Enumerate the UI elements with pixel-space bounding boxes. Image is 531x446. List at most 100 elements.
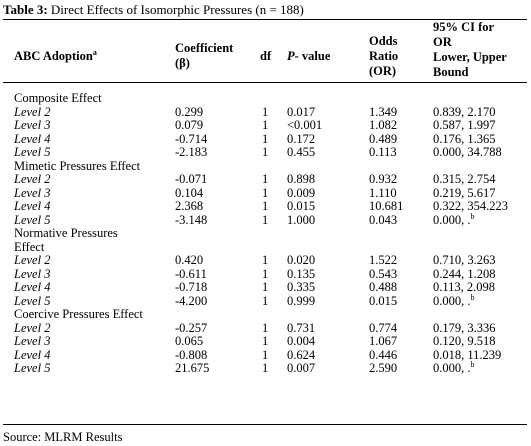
coefficient-cell: -0.714 xyxy=(175,132,207,147)
odds-ratio-cell-value: 0.489 xyxy=(369,132,398,146)
odds-ratio-cell: 10.681 xyxy=(369,199,403,214)
p-value-cell-value: 0.015 xyxy=(287,199,316,213)
ci-cell-value: 0.710, 3.263 xyxy=(433,253,496,267)
ci-cell-value: 0.000, . xyxy=(433,213,471,227)
footnote-a-marker: a xyxy=(92,47,97,57)
df-cell: 1 xyxy=(262,186,268,201)
p-value-cell-value: 0.624 xyxy=(287,348,316,362)
odds-ratio-cell-value: 2.590 xyxy=(369,361,398,375)
ci-cell-value: 0.113, 2.098 xyxy=(433,280,496,294)
ci-cell: 0.710, 3.263 xyxy=(433,253,496,268)
header-confidence-interval: 95% CI for OR Lower, Upper Bound xyxy=(433,20,507,79)
ci-cell: 0.315, 2.754 xyxy=(433,172,496,187)
level-cell: Level 4 xyxy=(14,348,51,362)
ci-cell-value: 0.000, 34.788 xyxy=(433,145,502,159)
header-rule xyxy=(3,82,527,83)
footnote-b-marker: b xyxy=(470,359,475,369)
ci-cell-value: 0.244, 1.208 xyxy=(433,267,496,281)
df-cell-value: 1 xyxy=(262,132,269,146)
level-cell: Level 3 xyxy=(14,334,51,348)
df-cell: 1 xyxy=(262,118,268,133)
df-cell-value: 1 xyxy=(262,267,269,281)
df-cell-value: 1 xyxy=(262,186,269,200)
odds-ratio-cell-value: 1.067 xyxy=(369,334,398,348)
df-cell-value: 1 xyxy=(262,118,269,132)
df-cell-value: 1 xyxy=(262,294,269,308)
ci-cell: 0.219, 5.617 xyxy=(433,186,496,201)
p-value-cell: 0.009 xyxy=(287,186,315,201)
coefficient-cell-value: 2.368 xyxy=(175,199,204,213)
odds-ratio-cell: 0.043 xyxy=(369,213,397,228)
df-cell: 1 xyxy=(262,132,268,147)
p-value-cell-value: 0.135 xyxy=(287,267,316,281)
coefficient-cell: -0.257 xyxy=(175,321,207,336)
odds-ratio-cell: 0.543 xyxy=(369,267,397,282)
coefficient-cell: 2.368 xyxy=(175,199,203,214)
coefficient-cell-value: -0.071 xyxy=(175,172,208,186)
p-value-cell: 0.007 xyxy=(287,361,315,376)
df-cell-value: 1 xyxy=(262,253,269,267)
ci-cell: 0.000, 34.788 xyxy=(433,145,502,160)
group-title: Mimetic Pressures Effect xyxy=(14,159,141,173)
level-cell: Level 2 xyxy=(14,105,51,119)
footnote-b-marker: b xyxy=(470,211,475,221)
ci-cell: 0.000, .b xyxy=(433,359,475,376)
ci-cell: 0.018, 11.239 xyxy=(433,348,501,363)
table-label: Table 3: xyxy=(3,2,48,17)
p-value-cell-value: <0.001 xyxy=(287,118,323,132)
df-cell-value: 1 xyxy=(262,199,269,213)
odds-ratio-cell: 0.015 xyxy=(369,294,397,309)
df-cell: 1 xyxy=(262,172,268,187)
coefficient-cell-value: -0.714 xyxy=(175,132,208,146)
coefficient-cell-value: -2.183 xyxy=(175,145,208,159)
header-coefficient: Coefficient (β) xyxy=(175,41,234,70)
p-value-cell-value: 0.004 xyxy=(287,334,316,348)
odds-ratio-cell-value: 1.349 xyxy=(369,105,398,119)
odds-ratio-cell-value: 1.082 xyxy=(369,118,398,132)
odds-ratio-cell-value: 0.774 xyxy=(369,321,398,335)
p-value-cell: 0.020 xyxy=(287,253,315,268)
footnote-b-marker: b xyxy=(470,292,475,302)
coefficient-cell-value: -3.148 xyxy=(175,213,208,227)
ci-cell-value: 0.000, . xyxy=(433,294,471,308)
df-cell-value: 1 xyxy=(262,361,269,375)
p-value-cell-value: 0.017 xyxy=(287,105,316,119)
odds-ratio-cell-value: 0.488 xyxy=(369,280,398,294)
p-value-cell-value: 0.455 xyxy=(287,145,316,159)
header-odds-ratio: Odds Ratio (OR) xyxy=(369,34,399,78)
coefficient-cell: -4.200 xyxy=(175,294,207,309)
level-cell: Level 2 xyxy=(14,253,51,267)
ci-cell: 0.322, 354.223 xyxy=(433,199,508,214)
ci-cell: 0.120, 9.518 xyxy=(433,334,496,349)
bottom-rule xyxy=(3,424,527,425)
df-cell: 1 xyxy=(262,199,268,214)
df-cell: 1 xyxy=(262,267,268,282)
p-value-cell-value: 0.731 xyxy=(287,321,316,335)
coefficient-cell-value: 0.420 xyxy=(175,253,204,267)
odds-ratio-cell-value: 0.543 xyxy=(369,267,398,281)
p-value-cell-value: 0.020 xyxy=(287,253,316,267)
odds-ratio-cell: 1.110 xyxy=(369,186,397,201)
df-cell-value: 1 xyxy=(262,105,269,119)
p-value-cell-value: 0.007 xyxy=(287,361,316,375)
p-value-cell-value: 0.999 xyxy=(287,294,316,308)
group-title: Composite Effect xyxy=(14,91,102,105)
df-cell: 1 xyxy=(262,361,268,376)
level-cell: Level 4 xyxy=(14,132,51,146)
ci-cell: 0.179, 3.336 xyxy=(433,321,496,336)
coefficient-cell: 0.299 xyxy=(175,105,203,120)
odds-ratio-cell: 1.082 xyxy=(369,118,397,133)
odds-ratio-cell-value: 0.446 xyxy=(369,348,398,362)
df-cell-value: 1 xyxy=(262,334,269,348)
odds-ratio-cell-value: 10.681 xyxy=(369,199,404,213)
ci-cell-value: 0.587, 1.997 xyxy=(433,118,496,132)
df-cell: 1 xyxy=(262,213,268,228)
ci-cell: 0.839, 2.170 xyxy=(433,105,496,120)
coefficient-cell: 0.065 xyxy=(175,334,203,349)
p-value-cell-value: 0.009 xyxy=(287,186,316,200)
level-cell: Level 5 xyxy=(14,361,51,375)
df-cell: 1 xyxy=(262,294,268,309)
p-value-cell: 0.017 xyxy=(287,105,315,120)
df-cell: 1 xyxy=(262,334,268,349)
odds-ratio-cell: 1.067 xyxy=(369,334,397,349)
